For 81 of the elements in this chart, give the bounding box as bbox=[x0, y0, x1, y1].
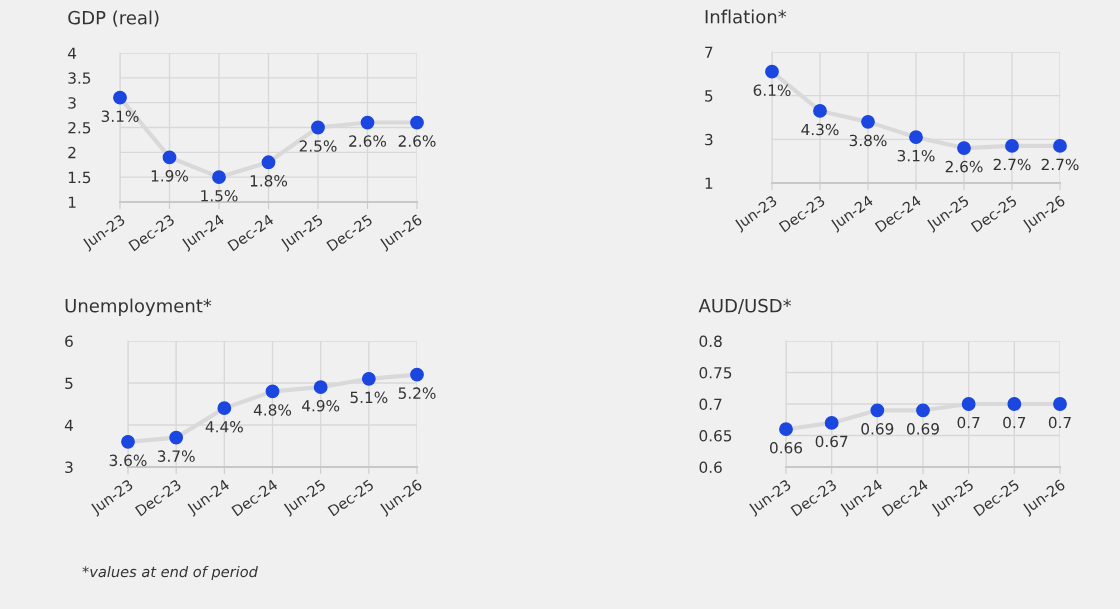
data-label: 0.7 bbox=[957, 416, 980, 429]
point bbox=[217, 401, 232, 416]
y-tick-label: 3 bbox=[65, 461, 73, 474]
data-label: 0.69 bbox=[907, 423, 939, 435]
data-label: 3.6% bbox=[109, 454, 147, 467]
data-label: 2.6% bbox=[398, 135, 436, 147]
point bbox=[1053, 138, 1067, 153]
data-label: 4.9% bbox=[302, 399, 340, 412]
data-label: 0.7 bbox=[1048, 416, 1071, 429]
y-tick-label: 7 bbox=[705, 46, 713, 58]
point bbox=[824, 415, 839, 430]
data-label: 4.8% bbox=[253, 404, 292, 416]
point bbox=[1005, 138, 1019, 153]
point bbox=[261, 155, 276, 170]
data-label: 2.7% bbox=[993, 158, 1031, 171]
point bbox=[779, 422, 793, 437]
y-tick-label: 2.5 bbox=[68, 121, 91, 134]
point bbox=[113, 90, 127, 105]
point bbox=[870, 403, 885, 418]
y-tick-label: 1.5 bbox=[68, 171, 91, 184]
y-tick-label: 0.65 bbox=[699, 429, 732, 442]
data-label: 4.4% bbox=[205, 420, 243, 433]
point bbox=[916, 403, 930, 418]
data-label: 0.7 bbox=[1003, 416, 1026, 429]
y-tick-label: 3 bbox=[705, 133, 713, 146]
y-tick-label: 1 bbox=[705, 177, 713, 189]
data-label: 0.67 bbox=[815, 435, 848, 448]
point bbox=[861, 114, 875, 129]
y-tick-label: 1 bbox=[68, 196, 76, 208]
data-label: 5.1% bbox=[350, 391, 388, 404]
data-label: 3.7% bbox=[157, 450, 195, 462]
y-tick-label: 0.75 bbox=[699, 366, 732, 379]
data-label: 0.69 bbox=[861, 423, 894, 435]
data-label: 3.1% bbox=[101, 110, 139, 123]
point bbox=[360, 115, 375, 130]
point bbox=[1053, 397, 1067, 411]
point bbox=[410, 115, 424, 130]
point bbox=[361, 371, 376, 386]
data-label: 6.1% bbox=[753, 84, 791, 96]
data-label: 1.8% bbox=[250, 175, 288, 187]
data-label: 2.6% bbox=[945, 160, 983, 173]
data-label: 2.5% bbox=[299, 140, 337, 152]
y-tick-label: 2 bbox=[68, 146, 76, 159]
y-tick-label: 3 bbox=[68, 97, 76, 109]
point bbox=[909, 130, 923, 145]
point bbox=[410, 367, 424, 382]
point bbox=[121, 434, 135, 449]
point bbox=[961, 397, 976, 411]
chart-title: Inflation* bbox=[705, 9, 787, 24]
data-label: 0.66 bbox=[770, 441, 803, 454]
point bbox=[813, 104, 827, 118]
data-label: 3.1% bbox=[897, 149, 935, 162]
data-label: 1.9% bbox=[151, 170, 189, 182]
data-label: 1.5% bbox=[201, 189, 238, 202]
data-label: 2.7% bbox=[1041, 158, 1079, 171]
text: *values at end of period bbox=[82, 565, 258, 581]
data-label: 4.3% bbox=[801, 123, 839, 136]
point bbox=[162, 150, 177, 165]
y-tick-label: 3.5 bbox=[68, 72, 91, 84]
point bbox=[313, 380, 328, 395]
point bbox=[311, 120, 325, 135]
y-tick-label: 0.6 bbox=[699, 461, 722, 474]
y-tick-label: 4 bbox=[64, 419, 73, 431]
point bbox=[957, 141, 971, 155]
point bbox=[1007, 397, 1022, 411]
chart-title: GDP (real) bbox=[68, 10, 159, 27]
point bbox=[265, 384, 280, 399]
point bbox=[212, 170, 226, 185]
chart-title: AUD/USD* bbox=[698, 298, 792, 314]
data-label: 5.2% bbox=[398, 387, 436, 399]
y-tick-label: 4 bbox=[67, 47, 77, 59]
data-label: 2.6% bbox=[349, 135, 387, 147]
y-tick-label: 5 bbox=[705, 90, 713, 102]
point bbox=[169, 430, 184, 445]
chart-title: Unemployment* bbox=[65, 298, 212, 316]
point bbox=[765, 64, 779, 79]
data-label: 3.8% bbox=[849, 134, 887, 147]
y-tick-label: 0.7 bbox=[699, 398, 722, 411]
y-tick-label: 0.8 bbox=[699, 335, 722, 348]
y-tick-label: 6 bbox=[65, 335, 73, 348]
y-tick-label: 5 bbox=[65, 377, 73, 390]
